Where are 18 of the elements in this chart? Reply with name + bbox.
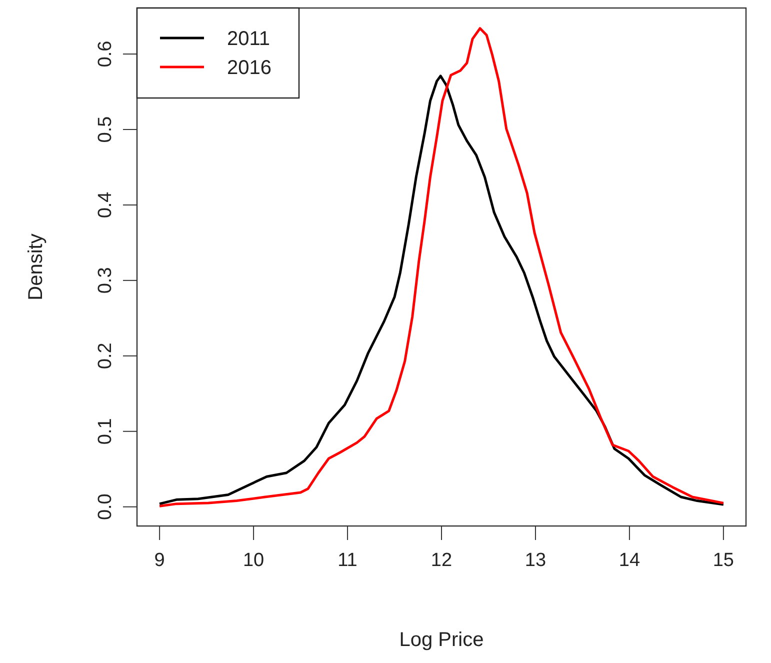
legend-label: 2016 [227, 57, 272, 79]
y-tick-label: 0.6 [95, 40, 116, 68]
x-tick-label: 15 [712, 550, 734, 571]
legend-label: 2011 [227, 28, 270, 50]
y-tick-label: 0.4 [95, 191, 116, 218]
x-tick-label: 12 [430, 550, 452, 571]
y-axis-title: Density [25, 234, 47, 300]
y-tick-label: 0.1 [95, 418, 116, 445]
y-tick-label: 0.5 [95, 116, 116, 143]
x-axis-title: Log Price [399, 629, 484, 651]
x-tick-label: 9 [154, 550, 165, 571]
y-tick-label: 0.2 [95, 342, 116, 370]
x-tick-label: 10 [242, 550, 264, 571]
x-tick-label: 14 [618, 550, 640, 571]
y-tick-label: 0.3 [95, 267, 116, 294]
x-tick-label: 13 [524, 550, 546, 571]
x-tick-label: 11 [338, 550, 358, 571]
y-tick-label: 0.0 [95, 494, 116, 520]
